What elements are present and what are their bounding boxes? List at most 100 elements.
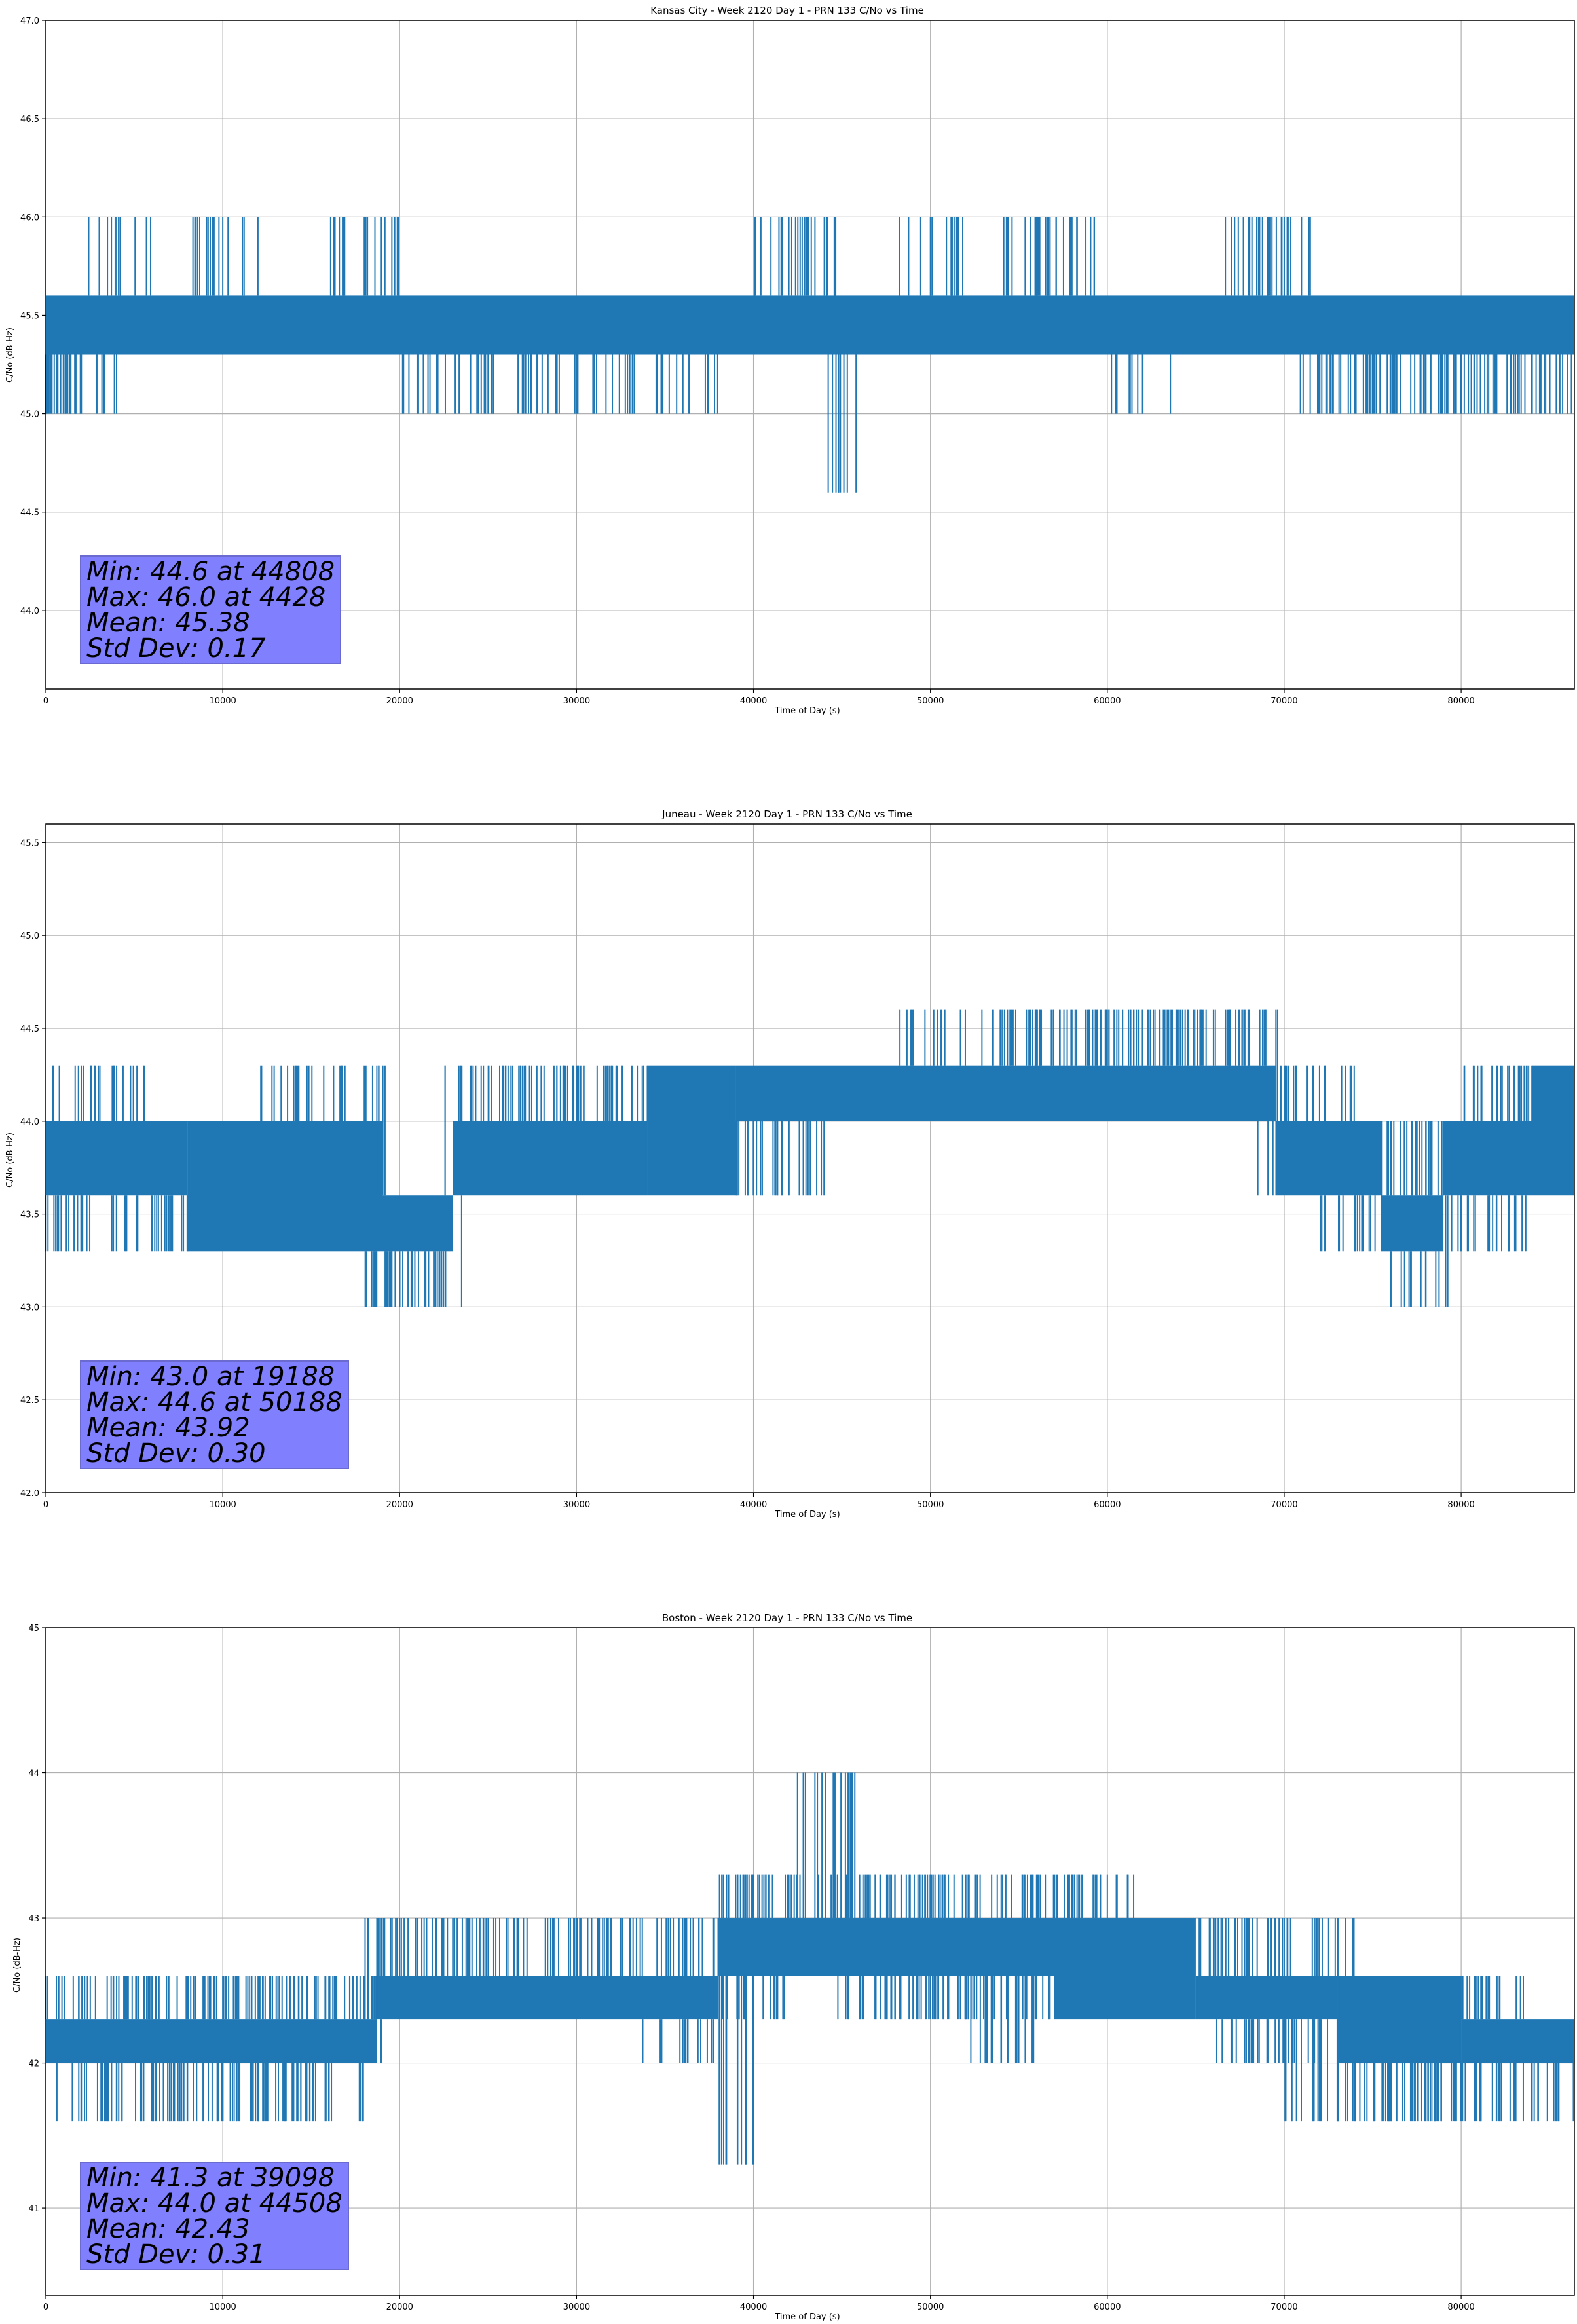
stat-std-dev: Std Dev: 0.31: [86, 2240, 266, 2270]
y-tick-label: 44: [28, 1769, 39, 1779]
y-tick-label: 46.5: [20, 115, 39, 124]
y-tick-label: 46.0: [20, 213, 39, 223]
x-tick-label: 50000: [917, 696, 944, 706]
series-spikes: [45, 1009, 1533, 1307]
chart-title: Kansas City - Week 2120 Day 1 - PRN 133 …: [650, 5, 924, 16]
series-band: [46, 2019, 377, 2063]
series-band: [1461, 2019, 1574, 2063]
x-tick-label: 0: [43, 2302, 48, 2312]
stat-max: Max: 46.0 at 4428: [86, 582, 326, 612]
stat-mean: Mean: 45.38: [86, 608, 250, 638]
y-tick-label: 45.5: [20, 838, 39, 848]
axes-frame: [45, 823, 1575, 1493]
stat-min: Min: 44.6 at 44808: [86, 557, 335, 587]
y-tick-label: 45.0: [20, 410, 39, 420]
x-tick-label: 20000: [386, 1500, 413, 1510]
y-tick-label: 45.0: [20, 931, 39, 941]
series-band: [718, 1918, 1054, 1976]
y-axis-label: C/No (dB-Hz): [5, 1133, 15, 1188]
series-band: [1532, 1065, 1574, 1196]
y-tick-label: 42: [28, 2059, 39, 2069]
stat-mean: Mean: 43.92: [86, 1413, 250, 1443]
stat-std-dev: Std Dev: 0.30: [86, 1438, 266, 1469]
x-tick-label: 30000: [563, 1500, 590, 1510]
x-tick-label: 0: [43, 696, 48, 706]
x-tick-label: 60000: [1094, 2302, 1121, 2312]
stat-min: Min: 41.3 at 39098: [86, 2163, 335, 2193]
stat-std-dev: Std Dev: 0.17: [86, 633, 266, 664]
series-band: [1337, 1976, 1462, 2063]
series-band: [187, 1121, 382, 1252]
x-axis-label: Time of Day (s): [774, 1510, 840, 1520]
series-band: [647, 1065, 736, 1196]
stat-max: Max: 44.0 at 44508: [86, 2188, 343, 2219]
x-tick-label: 80000: [1447, 2302, 1474, 2312]
x-tick-label: 70000: [1271, 696, 1297, 706]
y-tick-label: 44.5: [20, 508, 39, 518]
stat-mean: Mean: 42.43: [86, 2214, 250, 2244]
y-tick-label: 43.0: [20, 1303, 39, 1313]
y-axis-label: C/No (dB-Hz): [5, 328, 15, 383]
y-tick-label: 43: [28, 1914, 39, 1924]
y-tick-label: 42.5: [20, 1396, 39, 1406]
x-tick-label: 40000: [740, 2302, 767, 2312]
x-tick-label: 50000: [917, 2302, 944, 2312]
y-tick-label: 43.5: [20, 1210, 39, 1220]
x-tick-label: 60000: [1094, 1500, 1121, 1510]
series-band: [1381, 1195, 1444, 1252]
axes-frame: [45, 1627, 1575, 2296]
y-axis-label: C/No (dB-Hz): [12, 1938, 22, 1993]
x-tick-label: 40000: [740, 696, 767, 706]
chart-title: Boston - Week 2120 Day 1 - PRN 133 C/No …: [662, 1612, 912, 1624]
stats-box-kansas-city: Min: 44.6 at 44808 Max: 46.0 at 4428 Mea…: [80, 555, 342, 664]
x-tick-label: 10000: [209, 2302, 236, 2312]
x-tick-label: 40000: [740, 1500, 767, 1510]
stat-min: Min: 43.0 at 19188: [86, 1362, 335, 1392]
y-tick-label: 42.0: [20, 1489, 39, 1499]
y-tick-label: 44.5: [20, 1024, 39, 1034]
chart-title: Juneau - Week 2120 Day 1 - PRN 133 C/No …: [661, 808, 912, 820]
series-spikes: [45, 1772, 1574, 2165]
y-tick-label: 44.0: [20, 1117, 39, 1127]
series-band: [1195, 1976, 1338, 2020]
series-band: [377, 1976, 718, 2020]
axes-frame: [45, 20, 1575, 690]
x-tick-label: 30000: [563, 696, 590, 706]
x-axis-label: Time of Day (s): [774, 2312, 840, 2322]
stats-box-juneau: Min: 43.0 at 19188 Max: 44.6 at 50188 Me…: [80, 1360, 349, 1469]
chart-panel-boston: Boston - Week 2120 Day 1 - PRN 133 C/No …: [12, 1612, 1575, 2322]
x-tick-label: 70000: [1271, 1500, 1297, 1510]
plot-area: 0 10000 20000 30000 40000 50000 60000 70000 8000…: [28, 1624, 1575, 2312]
chart-panel-kansas-city: Kansas City - Week 2120 Day 1 - PRN 133 …: [5, 5, 1575, 716]
plot-area: 0 10000 20000 30000 40000 50000 60000 70000 8000…: [20, 16, 1575, 706]
x-tick-label: 70000: [1271, 2302, 1297, 2312]
x-axis-label: Time of Day (s): [774, 706, 840, 716]
series-band: [1275, 1121, 1382, 1196]
x-tick-label: 50000: [917, 1500, 944, 1510]
series-band: [382, 1195, 453, 1252]
x-tick-label: 0: [43, 1500, 48, 1510]
x-tick-label: 60000: [1094, 696, 1121, 706]
series-band: [46, 295, 1574, 355]
x-tick-label: 80000: [1447, 696, 1474, 706]
x-tick-label: 20000: [386, 696, 413, 706]
y-tick-label: 44.0: [20, 607, 39, 616]
series-band: [453, 1121, 648, 1196]
series-band: [46, 1121, 188, 1196]
x-tick-label: 30000: [563, 2302, 590, 2312]
series-spikes: [45, 217, 1572, 493]
y-tick-label: 41: [28, 2204, 39, 2214]
chart-panel-juneau: Juneau - Week 2120 Day 1 - PRN 133 C/No …: [5, 808, 1575, 1520]
x-tick-label: 80000: [1447, 1500, 1474, 1510]
y-tick-label: 45.5: [20, 311, 39, 321]
y-tick-label: 45: [28, 1624, 39, 1634]
stats-box-boston: Min: 41.3 at 39098 Max: 44.0 at 44508 Me…: [80, 2162, 349, 2270]
plot-area: 0 10000 20000 30000 40000 50000 60000 70000 8000…: [20, 823, 1575, 1510]
series-band: [735, 1065, 1276, 1121]
series-band: [1443, 1121, 1532, 1196]
x-tick-label: 10000: [209, 696, 236, 706]
x-tick-label: 10000: [209, 1500, 236, 1510]
y-tick-label: 47.0: [20, 16, 39, 26]
x-tick-label: 20000: [386, 2302, 413, 2312]
